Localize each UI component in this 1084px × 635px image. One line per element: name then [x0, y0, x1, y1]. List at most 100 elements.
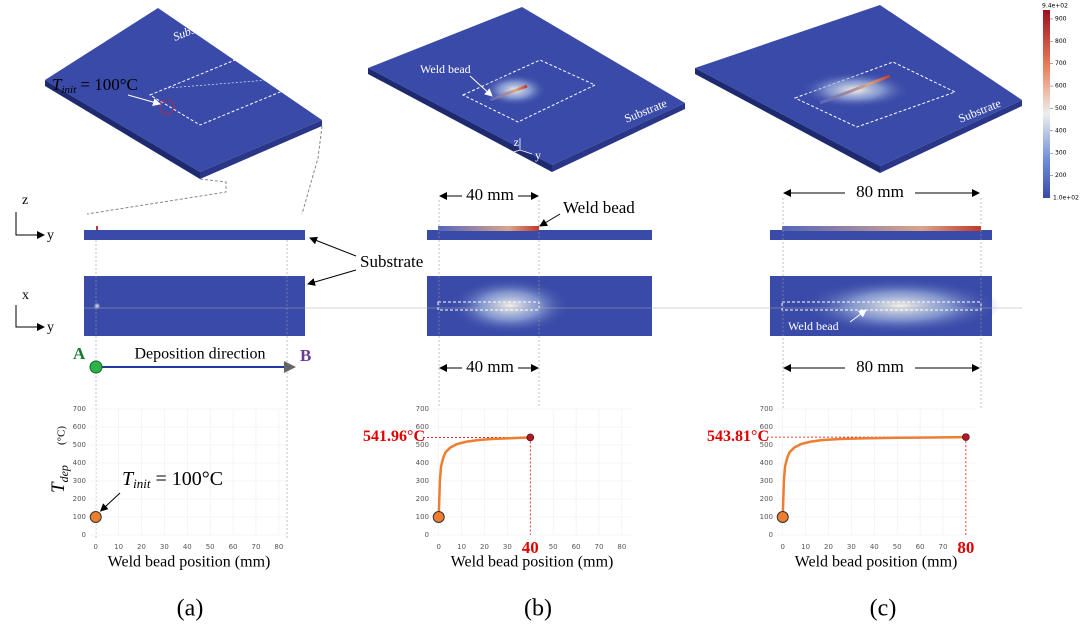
- axis-label: y: [47, 228, 54, 243]
- text: = 100°C: [150, 468, 223, 490]
- y-tick-label: 300: [760, 477, 773, 485]
- x-tick-label: 0: [436, 543, 440, 551]
- start-point: [90, 361, 102, 373]
- views: [84, 226, 1022, 336]
- subscript: init: [133, 476, 151, 491]
- start-point: [433, 512, 444, 523]
- colorbar-tick-label: 800: [1055, 38, 1067, 45]
- point-label: B: [300, 346, 311, 365]
- y-tick-label: 300: [73, 477, 86, 485]
- panel-label: (c): [870, 596, 897, 622]
- axis-label: z: [514, 135, 519, 149]
- dimension-label: 80 mm: [856, 182, 904, 201]
- colorbar-bar: [1043, 10, 1050, 198]
- y-tick-label: 700: [73, 405, 86, 413]
- x-tick-label: 10: [114, 543, 123, 551]
- x-tick-label: 30: [503, 543, 512, 551]
- y-tick-label: 0: [769, 531, 773, 539]
- bead: [438, 226, 539, 231]
- dimension-label: 80 mm: [856, 357, 904, 376]
- y-axis-label: Tdep: [48, 465, 70, 493]
- colorbar-tick-label: 400: [1055, 127, 1067, 134]
- x-tick-label: 70: [938, 543, 947, 551]
- substrate-label: Substrate: [360, 252, 423, 271]
- heat-glow: [93, 302, 101, 310]
- y-axis-unit: (°C): [56, 426, 68, 445]
- weld-bead-label: Weld bead: [420, 62, 471, 76]
- axis-label: x: [22, 288, 29, 303]
- annotation-arrow: [101, 493, 120, 511]
- axis: [16, 212, 44, 235]
- text: = 100°C: [76, 75, 138, 94]
- colorbar-tick-label: 600: [1055, 83, 1067, 90]
- colorbar-tick-label: 500: [1055, 105, 1067, 112]
- annotation: Tinit = 100°C: [122, 468, 223, 491]
- x-tick-label: 50: [893, 543, 902, 551]
- x-tick-label: 80: [617, 543, 626, 551]
- x-tick-label: 20: [137, 543, 146, 551]
- arrow: [540, 214, 560, 226]
- colorbar-min: 1.0e+02: [1053, 195, 1079, 202]
- subscript: dep: [57, 465, 71, 482]
- colorbar-tick-label: 700: [1055, 60, 1067, 67]
- point-label: A: [73, 344, 86, 363]
- axis-label: y: [47, 320, 54, 335]
- bead: [96, 226, 98, 230]
- x-tick-label: 10: [457, 543, 466, 551]
- x-tick-label: 80: [274, 543, 283, 551]
- weld-bead-label: Weld bead: [788, 319, 839, 333]
- arrow: [308, 270, 356, 284]
- x-tick-label: 40: [183, 543, 192, 551]
- dimension-label: 40 mm: [466, 357, 514, 376]
- arrow: [310, 238, 356, 256]
- weld-bead-label: Weld bead: [563, 198, 635, 217]
- y-tick-label: 200: [73, 495, 86, 503]
- axis: [16, 305, 44, 327]
- axis-label: x: [500, 146, 506, 160]
- x-axis-label: Weld bead position (mm): [108, 554, 271, 571]
- y-tick-label: 400: [416, 459, 429, 467]
- side-view: [770, 230, 992, 240]
- y-tick-label: 500: [73, 441, 86, 449]
- value-label: 543.81°C: [707, 428, 769, 445]
- x-tick-label: 0: [93, 543, 97, 551]
- x-tick-label: 30: [847, 543, 856, 551]
- y-tick-label: 0: [82, 531, 86, 539]
- side-view: [84, 230, 305, 240]
- y-tick-label: 400: [760, 459, 773, 467]
- y-tick-label: 700: [416, 405, 429, 413]
- colorbar-max: 9.4e+02: [1042, 3, 1068, 10]
- colorbar-tick-label: 300: [1055, 150, 1067, 157]
- x-tick-label: 50: [549, 543, 558, 551]
- zoom-line: [302, 126, 322, 214]
- panel-label: (b): [524, 596, 552, 622]
- zoom-line: [87, 179, 226, 214]
- colorbar-tick-label: 900: [1055, 15, 1067, 22]
- guides: [96, 198, 981, 540]
- y-tick-label: 600: [73, 423, 86, 431]
- start-point: [90, 512, 101, 523]
- figure: Substrate Substrate Substrate Tinit = 10…: [0, 0, 1084, 635]
- x-tick-label: 20: [824, 543, 833, 551]
- y-tick-label: 300: [416, 477, 429, 485]
- dimension-label: 40 mm: [466, 185, 514, 204]
- x-tick-label: 60: [916, 543, 925, 551]
- y-tick-label: 100: [73, 513, 86, 521]
- x-tick-label: 10: [801, 543, 810, 551]
- y-tick-label: 0: [425, 531, 429, 539]
- y-tick-label: 200: [416, 495, 429, 503]
- start-point: [777, 512, 788, 523]
- x-tick-label: 60: [572, 543, 581, 551]
- heat-glow: [450, 278, 570, 334]
- y-tick-label: 700: [760, 405, 773, 413]
- y-tick-label: 100: [416, 513, 429, 521]
- panel-label: (a): [177, 596, 204, 622]
- end-point: [527, 434, 534, 441]
- x-tick-label: 70: [251, 543, 260, 551]
- highlight-x-label: 80: [957, 538, 974, 557]
- axis-label: z: [22, 193, 28, 208]
- top-view: [84, 276, 305, 336]
- x-tick-label: 60: [229, 543, 238, 551]
